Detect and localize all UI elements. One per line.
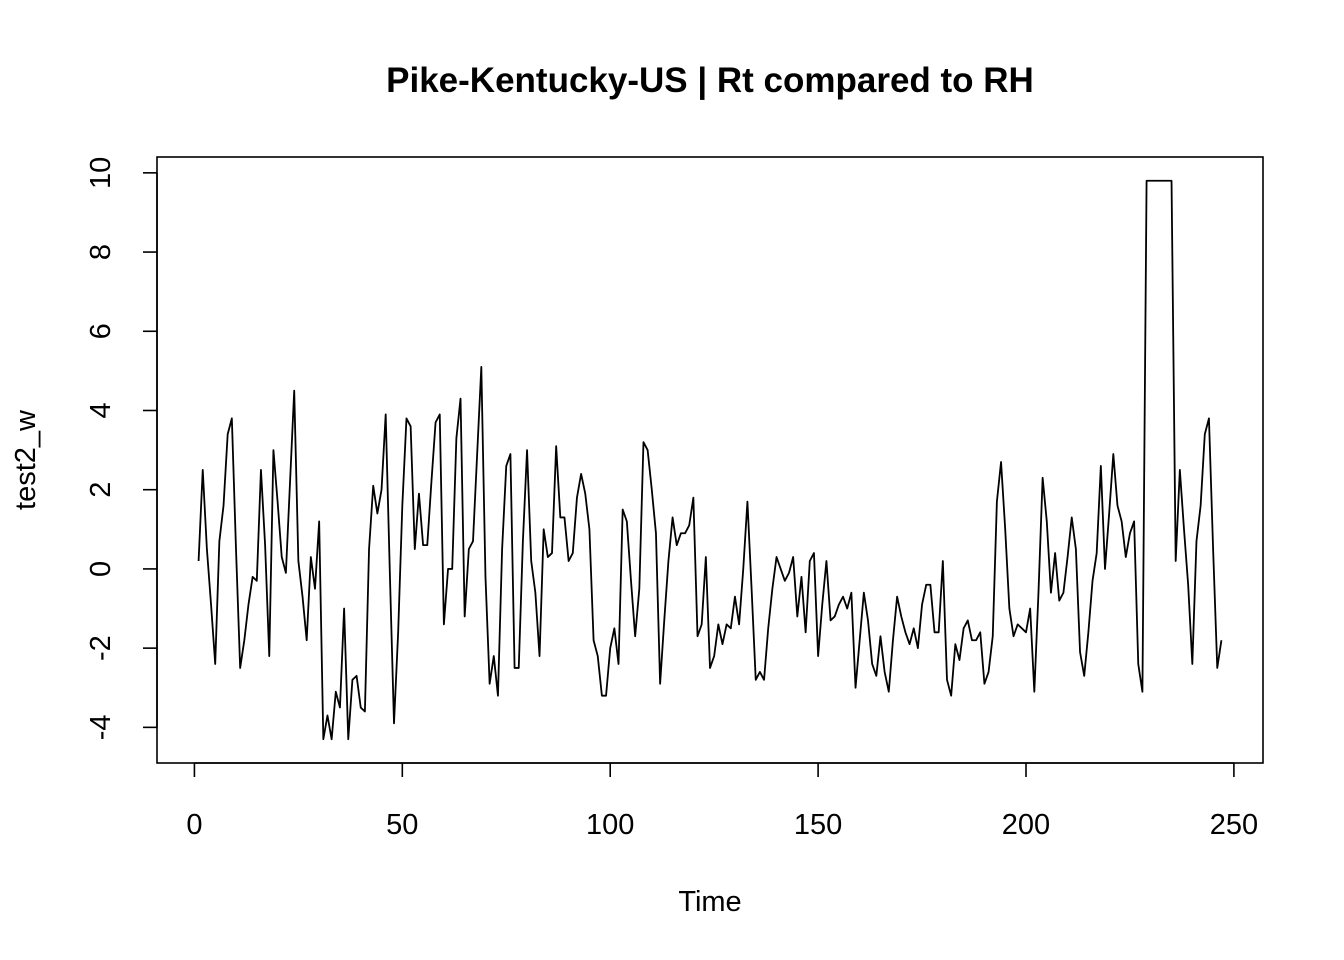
y-tick-label: -4 <box>85 714 117 740</box>
y-axis: -4 -2 0 2 4 6 8 10 <box>85 157 158 740</box>
y-tick-label: 0 <box>85 561 117 577</box>
y-tick-label: 4 <box>85 402 117 418</box>
x-axis: 0 50 100 150 200 250 <box>186 762 1258 841</box>
y-tick-label: 8 <box>85 244 117 260</box>
y-axis-label: test2_w <box>10 409 42 510</box>
x-tick-label: 100 <box>586 809 634 841</box>
x-tick-label: 50 <box>386 809 418 841</box>
series-layer <box>197 179 1223 741</box>
y-tick-label: 10 <box>85 157 117 189</box>
x-tick-label: 200 <box>1002 809 1050 841</box>
y-tick-label: 2 <box>85 482 117 498</box>
x-tick-label: 250 <box>1210 809 1258 841</box>
x-tick-label: 150 <box>794 809 842 841</box>
x-axis-label: Time <box>678 886 741 918</box>
series-line <box>197 179 1223 741</box>
y-tick-label: 6 <box>85 323 117 339</box>
x-tick-label: 0 <box>186 809 202 841</box>
y-tick-label: -2 <box>85 635 117 661</box>
chart-title: Pike-Kentucky-US | Rt compared to RH <box>386 61 1034 100</box>
